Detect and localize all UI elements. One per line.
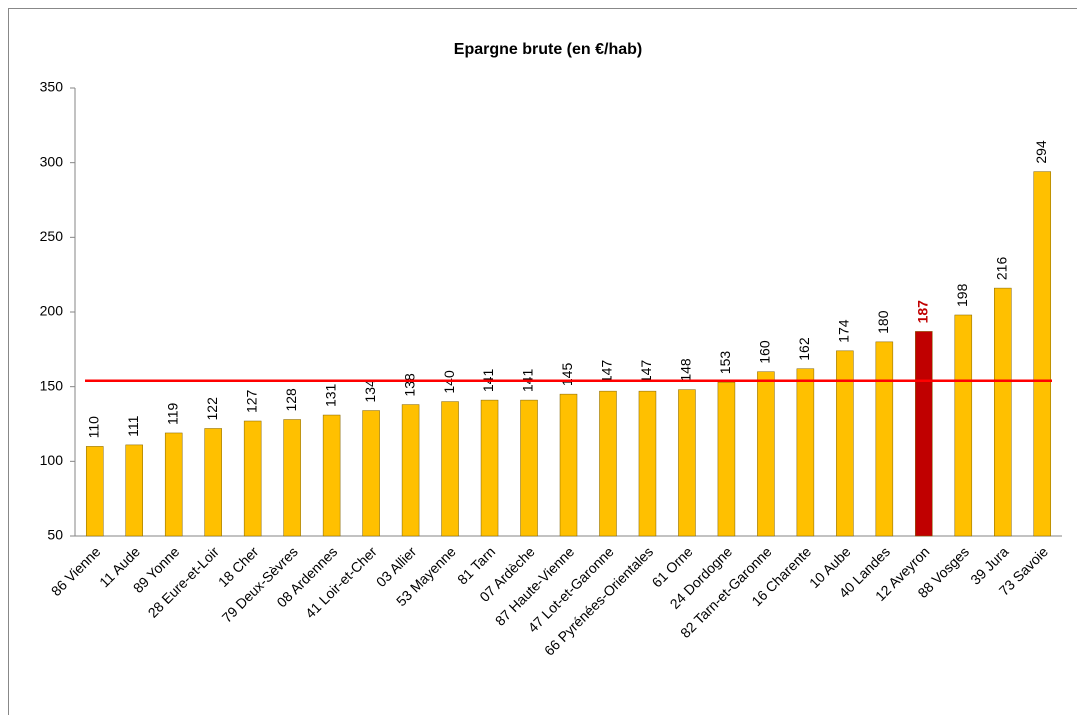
y-tick-label: 50	[47, 527, 63, 543]
value-label: 111	[125, 415, 141, 436]
value-label: 110	[85, 416, 101, 439]
value-label: 294	[1033, 140, 1049, 164]
bar	[678, 390, 695, 536]
y-tick-label: 250	[40, 228, 64, 244]
value-label: 187	[915, 300, 931, 324]
value-label: 148	[678, 358, 694, 382]
bar	[994, 288, 1011, 536]
value-label: 198	[954, 283, 970, 307]
chart-title: Epargne brute (en €/hab)	[454, 41, 642, 58]
value-label: 216	[993, 257, 1009, 281]
bar	[205, 428, 222, 536]
value-label: 128	[283, 388, 299, 412]
y-tick-label: 150	[40, 377, 64, 393]
bar	[955, 315, 972, 536]
bar	[836, 351, 853, 536]
bar	[521, 400, 538, 536]
value-label: 160	[757, 340, 773, 364]
bar	[165, 433, 182, 536]
bar	[1034, 172, 1051, 536]
bar	[402, 405, 419, 536]
bar	[560, 394, 577, 536]
bar	[481, 400, 498, 536]
value-label: 180	[875, 310, 891, 334]
value-label: 162	[796, 337, 812, 361]
y-tick-label: 300	[40, 153, 64, 169]
bar	[797, 369, 814, 536]
value-label: 153	[717, 351, 733, 375]
bar	[599, 391, 616, 536]
value-label: 145	[559, 363, 575, 387]
value-label: 119	[164, 402, 180, 425]
value-label: 134	[362, 379, 378, 403]
y-tick-label: 100	[40, 452, 64, 468]
bar	[323, 415, 340, 536]
bar	[244, 421, 261, 536]
y-tick-label: 350	[40, 79, 64, 95]
bar	[639, 391, 656, 536]
value-label: 138	[401, 373, 417, 397]
value-label: 131	[322, 383, 338, 407]
bar	[442, 402, 459, 536]
bar	[126, 445, 143, 536]
bar	[718, 382, 735, 536]
bar	[86, 446, 103, 536]
value-label: 122	[204, 397, 220, 421]
y-tick-label: 200	[40, 303, 64, 319]
bar	[363, 411, 380, 536]
bar	[876, 342, 893, 536]
bar	[284, 420, 301, 536]
bar	[757, 372, 774, 536]
value-label: 174	[836, 319, 852, 343]
bar	[915, 331, 932, 536]
value-label: 127	[243, 389, 259, 413]
